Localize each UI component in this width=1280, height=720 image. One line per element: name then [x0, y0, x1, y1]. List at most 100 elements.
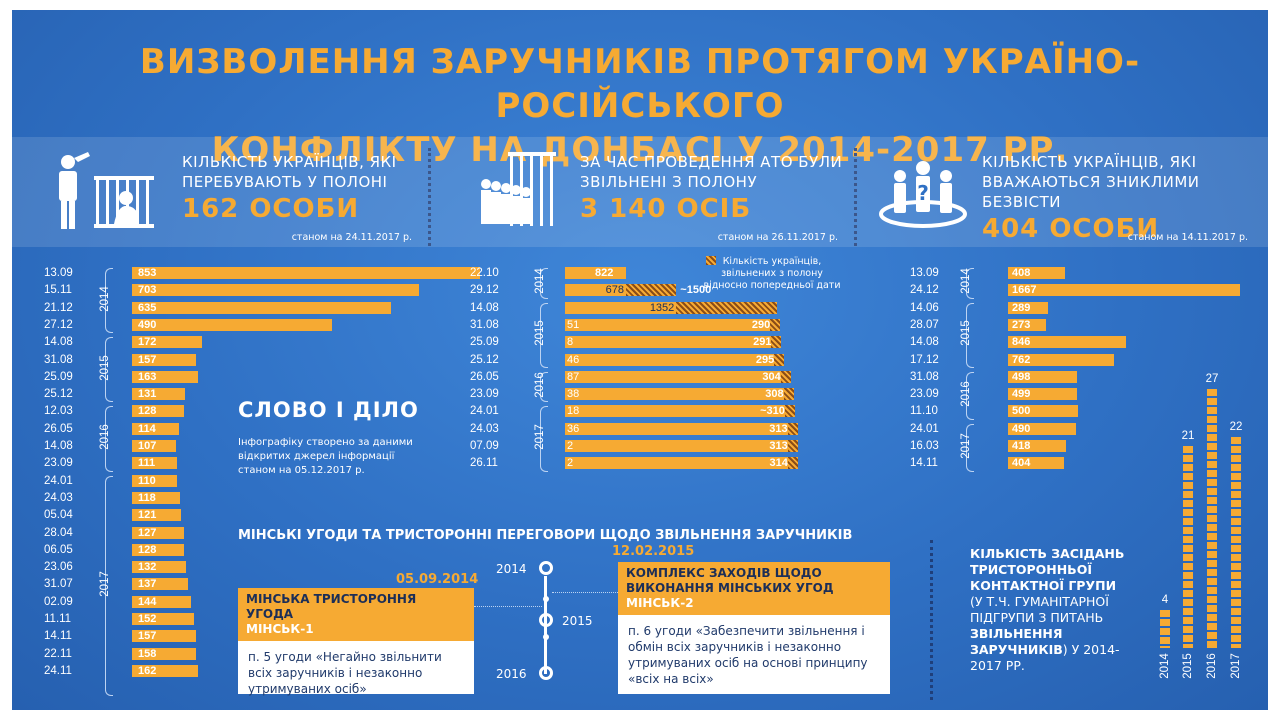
year-label: 2014: [960, 268, 972, 295]
category-label: 21.12: [44, 301, 73, 314]
hatch-segment: [774, 353, 785, 366]
category-label: 11.10: [910, 405, 938, 418]
increment-value: 2: [567, 457, 574, 470]
category-label: 14.11: [910, 457, 938, 470]
meetings-bar: [1231, 436, 1241, 648]
category-label: 14.11: [44, 630, 72, 643]
category-label: 14.08: [910, 336, 939, 349]
category-label: 24.01: [44, 474, 73, 487]
meetings-label-bold: ЗВІЛЬНЕННЯ ЗАРУЧНИКІВ: [970, 626, 1063, 657]
minsk1-body: п. 5 угоди «Негайно звільнити всіх заруч…: [248, 650, 442, 696]
category-label: 17.12: [910, 353, 939, 366]
category-label: 25.09: [470, 336, 499, 349]
bar: 418: [1008, 440, 1067, 452]
year-bracket: [966, 302, 974, 368]
bar-value: 3136: [769, 422, 794, 435]
stat-asof: станом на 14.11.2017 р.: [1127, 232, 1248, 243]
bar: 132: [132, 561, 186, 574]
timeline-marker: [543, 596, 549, 602]
bar-value: 408: [1012, 267, 1031, 279]
bar-value: ~1500: [680, 284, 712, 297]
stat-prisoners: КІЛЬКІСТЬ УКРАЇНЦІВ, ЯКІ ПЕРЕБУВАЮТЬ У П…: [182, 152, 397, 226]
bar: 144: [132, 595, 191, 608]
hatch-segment: [780, 370, 791, 383]
bar: 172: [132, 336, 203, 349]
hatch-segment: [787, 440, 798, 452]
stat-label: ПЕРЕБУВАЮТЬ У ПОЛОНІ: [182, 173, 388, 191]
bar-value: 157: [138, 353, 157, 366]
increment-value: 18: [567, 405, 580, 418]
prisoner-icon: [59, 152, 154, 229]
category-label: 24.12: [910, 284, 939, 297]
year-label: 2015: [99, 355, 111, 381]
bar: 703: [132, 284, 419, 297]
category-label: 12.03: [44, 405, 73, 418]
bar: 3082: [565, 388, 794, 401]
hatch-segment: [625, 284, 677, 297]
increment-value: 87: [567, 370, 580, 383]
bar-value: 2957: [755, 353, 781, 366]
minsk2-body: п. 6 угоди «Забезпечити звільнення і обм…: [628, 624, 868, 686]
increment-value: 2: [567, 440, 574, 452]
bar-value: 490: [138, 318, 157, 331]
bar: 118: [132, 491, 181, 504]
category-label: 23.09: [44, 457, 73, 470]
stat-label: ВВАЖАЮТЬСЯ ЗНИКЛИМИ БЕЗВІСТИ: [982, 173, 1200, 211]
bar: 3138: [565, 440, 798, 452]
bar: 408: [1008, 267, 1065, 279]
meetings-value: 21: [1181, 430, 1195, 443]
stat-label: КІЛЬКІСТЬ УКРАЇНЦІВ, ЯКІ: [982, 153, 1197, 171]
bar-value: 289: [1012, 301, 1031, 314]
bar-value: 107: [138, 440, 157, 452]
category-label: 05.04: [44, 509, 73, 522]
stat-value: 162 ОСОБИ: [182, 194, 360, 224]
logo: СЛОВО І ДІЛО: [238, 398, 419, 422]
category-label: 06.05: [44, 543, 73, 556]
meetings-label-text: ) У 2014-2017 РР.: [970, 642, 1120, 673]
bar: 289: [1008, 301, 1049, 314]
bar-value: 3138: [769, 440, 794, 452]
category-label: 13.09: [910, 267, 939, 279]
hatch-segment: [676, 301, 777, 314]
category-label: 27.12: [44, 318, 73, 331]
bar-value: 118: [138, 491, 156, 504]
year-label: 2015: [534, 320, 546, 346]
bar: 3136: [565, 422, 798, 435]
hatch-segment: [788, 457, 798, 470]
category-label: 15.11: [44, 284, 72, 297]
minsk1-header-text: МІНСЬКА ТРИСТОРОННЯ УГОДА: [246, 592, 417, 621]
bar: 762: [1008, 353, 1115, 366]
bar-value: 762: [1012, 353, 1031, 366]
meetings-label-text: (У Т.Ч. ГУМАНІТАРНОЇ ПІДГРУПИ З ПИТАНЬ: [970, 594, 1109, 625]
year-bracket: [966, 423, 974, 472]
category-label: 28.04: [44, 526, 73, 539]
category-label: 02.09: [44, 595, 73, 608]
year-label: 2017: [534, 424, 546, 450]
year-label: 2016: [534, 372, 546, 398]
bar: 500: [1008, 405, 1078, 418]
divider: [428, 148, 431, 246]
bar: 158: [132, 647, 197, 660]
category-label: 22.11: [44, 647, 72, 660]
bar-value: 121: [138, 509, 157, 522]
year-label: 2016: [960, 380, 972, 407]
bar: 128: [132, 543, 185, 556]
category-label: 23.09: [470, 388, 499, 401]
meetings-year-label: 2016: [1206, 653, 1218, 679]
minsk1-box: МІНСЬКА ТРИСТОРОННЯ УГОДА МІНСЬК-1 п. 5 …: [238, 588, 474, 696]
stat-label: ЗА ЧАС ПРОВЕДЕННЯ АТО БУЛИ: [580, 153, 843, 171]
bar-value: 157: [138, 630, 157, 643]
hatch-legend-text: Кількість українців, звільнених з полону…: [703, 256, 841, 291]
bar: 111: [132, 457, 178, 470]
bar-value: 846: [1012, 336, 1031, 349]
bar-value: 500: [1012, 405, 1031, 418]
bar: 273: [1008, 318, 1046, 331]
category-label: 24.03: [470, 422, 499, 435]
year-bracket: [105, 268, 113, 334]
increment-value: 8: [567, 336, 574, 349]
bar-value: 3082: [765, 388, 790, 401]
meetings-value: 27: [1205, 372, 1219, 385]
bar: 2911: [565, 336, 781, 349]
category-label: 07.09: [470, 440, 499, 452]
bar-value: 490: [1012, 422, 1031, 435]
